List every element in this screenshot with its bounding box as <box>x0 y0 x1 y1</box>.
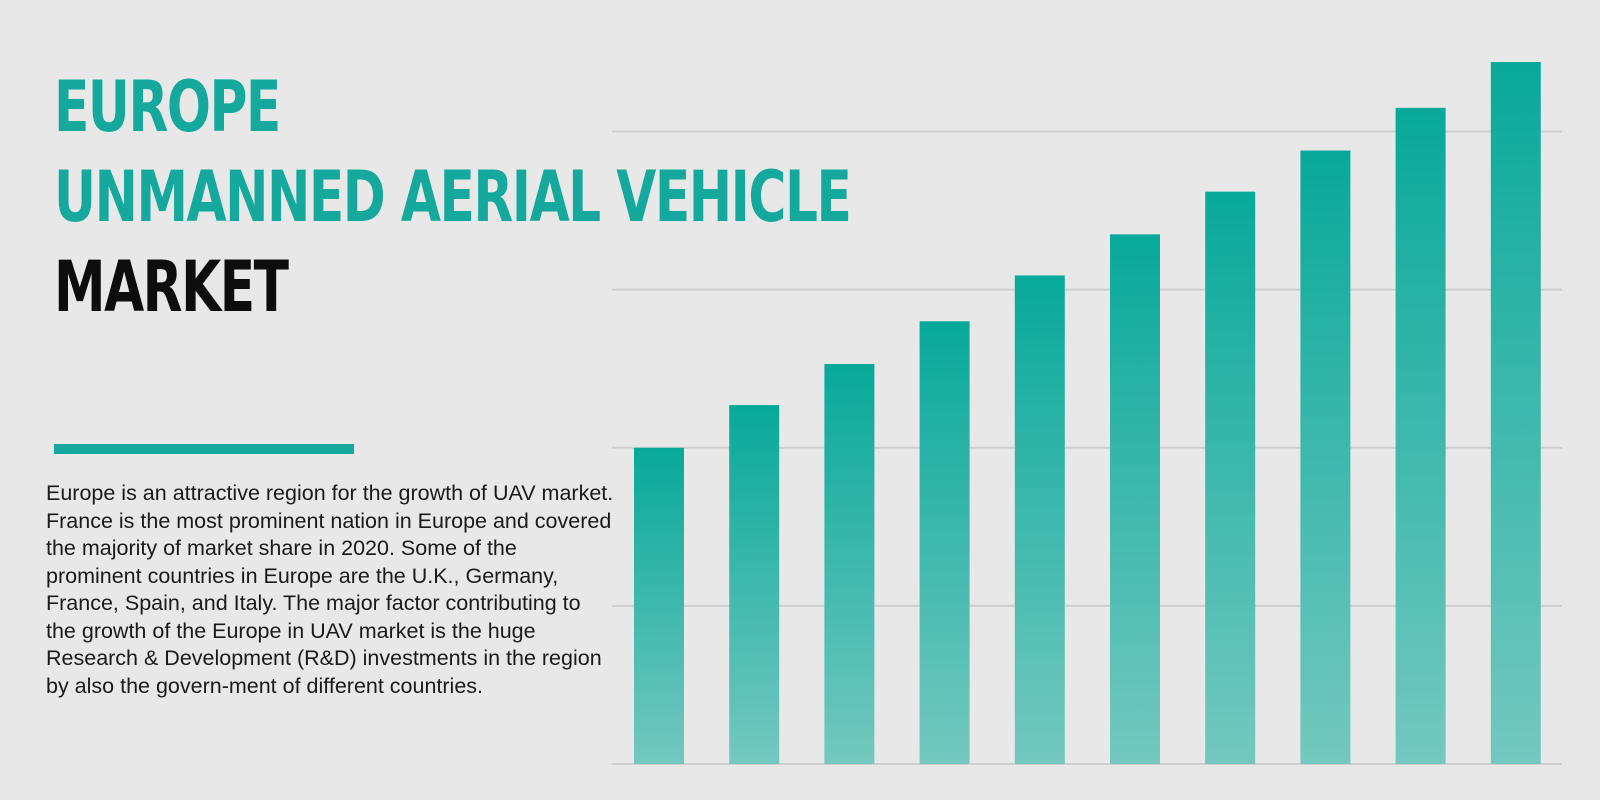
accent-divider <box>54 444 354 454</box>
bar-6 <box>1110 234 1160 765</box>
bars <box>634 62 1541 765</box>
bar-chart <box>612 62 1562 765</box>
bar-1 <box>634 447 684 764</box>
bar-10 <box>1490 62 1541 764</box>
title-line-subject: UNMANNED AERIAL VEHICLE <box>54 156 852 238</box>
bar-2 <box>729 405 780 764</box>
bar-4 <box>919 321 970 764</box>
bar-5 <box>1014 275 1065 764</box>
title-line-market: MARKET <box>54 246 289 328</box>
bar-8 <box>1300 150 1351 765</box>
market-description: Europe is an attractive region for the g… <box>46 481 614 698</box>
title-line-region: EUROPE <box>54 66 281 148</box>
bar-9 <box>1395 107 1446 765</box>
bar-7 <box>1205 191 1256 764</box>
page-title: EUROPE UNMANNED AERIAL VEHICLE MARKET <box>54 62 852 332</box>
bar-3 <box>824 363 875 764</box>
